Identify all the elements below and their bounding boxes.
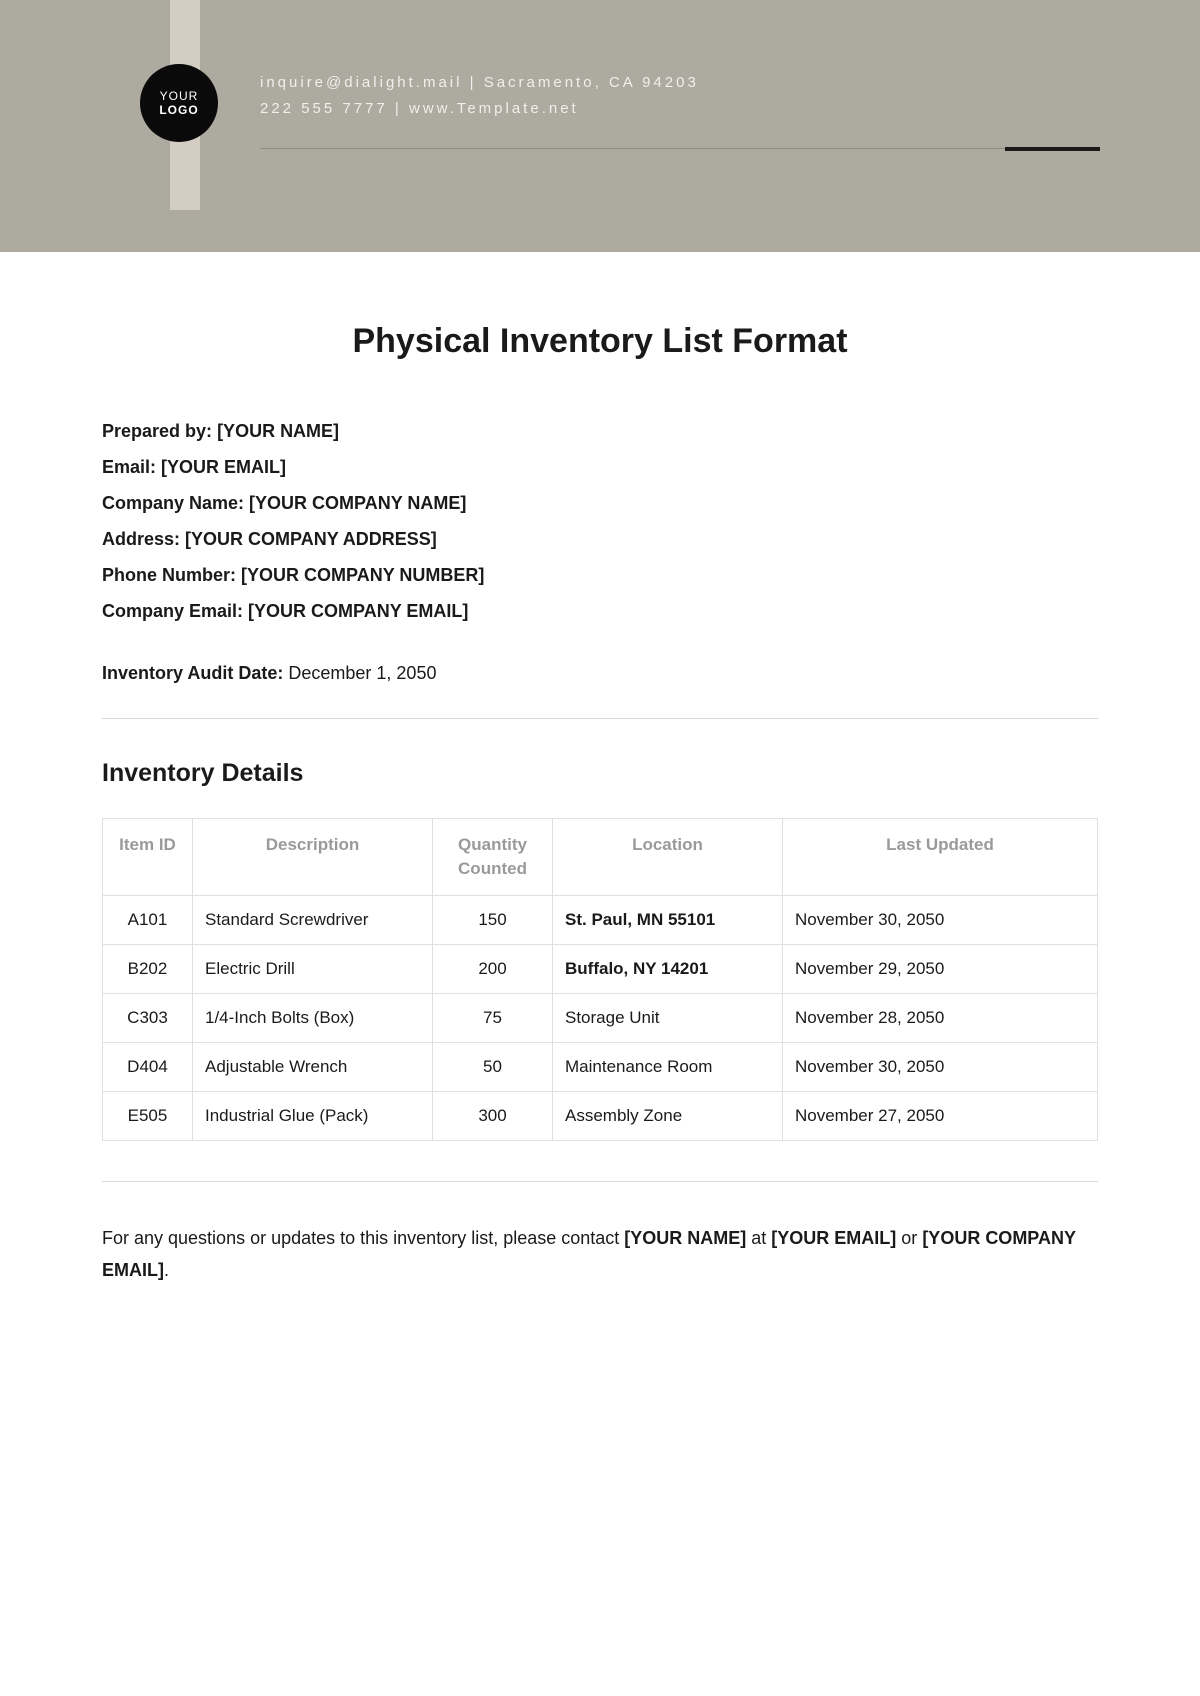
cell-updated: November 30, 2050 [783,895,1098,944]
cell-id: C303 [103,993,193,1042]
table-row: A101 Standard Screwdriver 150 St. Paul, … [103,895,1098,944]
section-divider-2 [102,1181,1098,1182]
cell-loc: Buffalo, NY 14201 [553,944,783,993]
meta-label: Email: [102,457,156,477]
audit-label: Inventory Audit Date: [102,663,283,683]
cell-id: A101 [103,895,193,944]
cell-qty: 150 [433,895,553,944]
cell-qty: 200 [433,944,553,993]
meta-block: Prepared by: [YOUR NAME] Email: [YOUR EM… [102,413,1098,629]
inventory-table: Item ID Description Quantity Counted Loc… [102,818,1098,1141]
meta-value: [YOUR COMPANY NUMBER] [241,565,484,585]
meta-value: [YOUR NAME] [217,421,339,441]
col-description: Description [193,819,433,896]
meta-label: Phone Number: [102,565,236,585]
meta-label: Address: [102,529,180,549]
table-body: A101 Standard Screwdriver 150 St. Paul, … [103,895,1098,1140]
meta-label: Prepared by: [102,421,212,441]
table-row: B202 Electric Drill 200 Buffalo, NY 1420… [103,944,1098,993]
section-divider-1 [102,718,1098,719]
meta-value: [YOUR EMAIL] [161,457,286,477]
cell-qty: 300 [433,1091,553,1140]
cell-updated: November 28, 2050 [783,993,1098,1042]
meta-company-name: Company Name: [YOUR COMPANY NAME] [102,485,1098,521]
col-item-id: Item ID [103,819,193,896]
table-row: C303 1/4-Inch Bolts (Box) 75 Storage Uni… [103,993,1098,1042]
section-heading-inventory: Inventory Details [102,759,1098,788]
cell-desc: 1/4-Inch Bolts (Box) [193,993,433,1042]
audit-value: December 1, 2050 [288,663,436,683]
cell-updated: November 29, 2050 [783,944,1098,993]
meta-value: [YOUR COMPANY EMAIL] [248,601,468,621]
header-banner: YOUR LOGO inquire@dialight.mail | Sacram… [0,0,1200,252]
cell-loc: Assembly Zone [553,1091,783,1140]
col-location: Location [553,819,783,896]
col-quantity: Quantity Counted [433,819,553,896]
meta-email: Email: [YOUR EMAIL] [102,449,1098,485]
footer-text: . [164,1260,169,1280]
cell-desc: Electric Drill [193,944,433,993]
contact-line-2: 222 555 7777 | www.Template.net [260,96,1100,122]
table-row: D404 Adjustable Wrench 50 Maintenance Ro… [103,1042,1098,1091]
footer-text: For any questions or updates to this inv… [102,1228,624,1248]
meta-label: Company Email: [102,601,243,621]
meta-label: Company Name: [102,493,244,513]
cell-desc: Adjustable Wrench [193,1042,433,1091]
cell-loc: Storage Unit [553,993,783,1042]
meta-phone: Phone Number: [YOUR COMPANY NUMBER] [102,557,1098,593]
table-header-row: Item ID Description Quantity Counted Loc… [103,819,1098,896]
meta-address: Address: [YOUR COMPANY ADDRESS] [102,521,1098,557]
meta-value: [YOUR COMPANY ADDRESS] [185,529,437,549]
cell-id: E505 [103,1091,193,1140]
cell-qty: 50 [433,1042,553,1091]
contact-line-1: inquire@dialight.mail | Sacramento, CA 9… [260,70,1100,96]
table-row: E505 Industrial Glue (Pack) 300 Assembly… [103,1091,1098,1140]
footer-text: at [746,1228,771,1248]
cell-updated: November 30, 2050 [783,1042,1098,1091]
cell-qty: 75 [433,993,553,1042]
meta-value: [YOUR COMPANY NAME] [249,493,466,513]
header-accent-bar [1005,147,1100,151]
audit-date-line: Inventory Audit Date: December 1, 2050 [102,663,1098,684]
document-body: Physical Inventory List Format Prepared … [0,252,1200,1286]
col-quantity-label: Quantity Counted [458,835,527,878]
cell-desc: Standard Screwdriver [193,895,433,944]
meta-prepared-by: Prepared by: [YOUR NAME] [102,413,1098,449]
cell-id: B202 [103,944,193,993]
cell-id: D404 [103,1042,193,1091]
footer-note: For any questions or updates to this inv… [102,1222,1098,1287]
logo-text-line2: LOGO [159,103,198,117]
cell-desc: Industrial Glue (Pack) [193,1091,433,1140]
logo-badge: YOUR LOGO [140,64,218,142]
page-title: Physical Inventory List Format [102,322,1098,361]
header-contact: inquire@dialight.mail | Sacramento, CA 9… [260,70,1100,121]
header-divider [260,148,1100,149]
logo-text-line1: YOUR [160,89,199,103]
cell-updated: November 27, 2050 [783,1091,1098,1140]
col-last-updated: Last Updated [783,819,1098,896]
meta-company-email: Company Email: [YOUR COMPANY EMAIL] [102,593,1098,629]
cell-loc: St. Paul, MN 55101 [553,895,783,944]
footer-text: or [896,1228,922,1248]
cell-loc: Maintenance Room [553,1042,783,1091]
footer-name: [YOUR NAME] [624,1228,746,1248]
footer-email: [YOUR EMAIL] [771,1228,896,1248]
